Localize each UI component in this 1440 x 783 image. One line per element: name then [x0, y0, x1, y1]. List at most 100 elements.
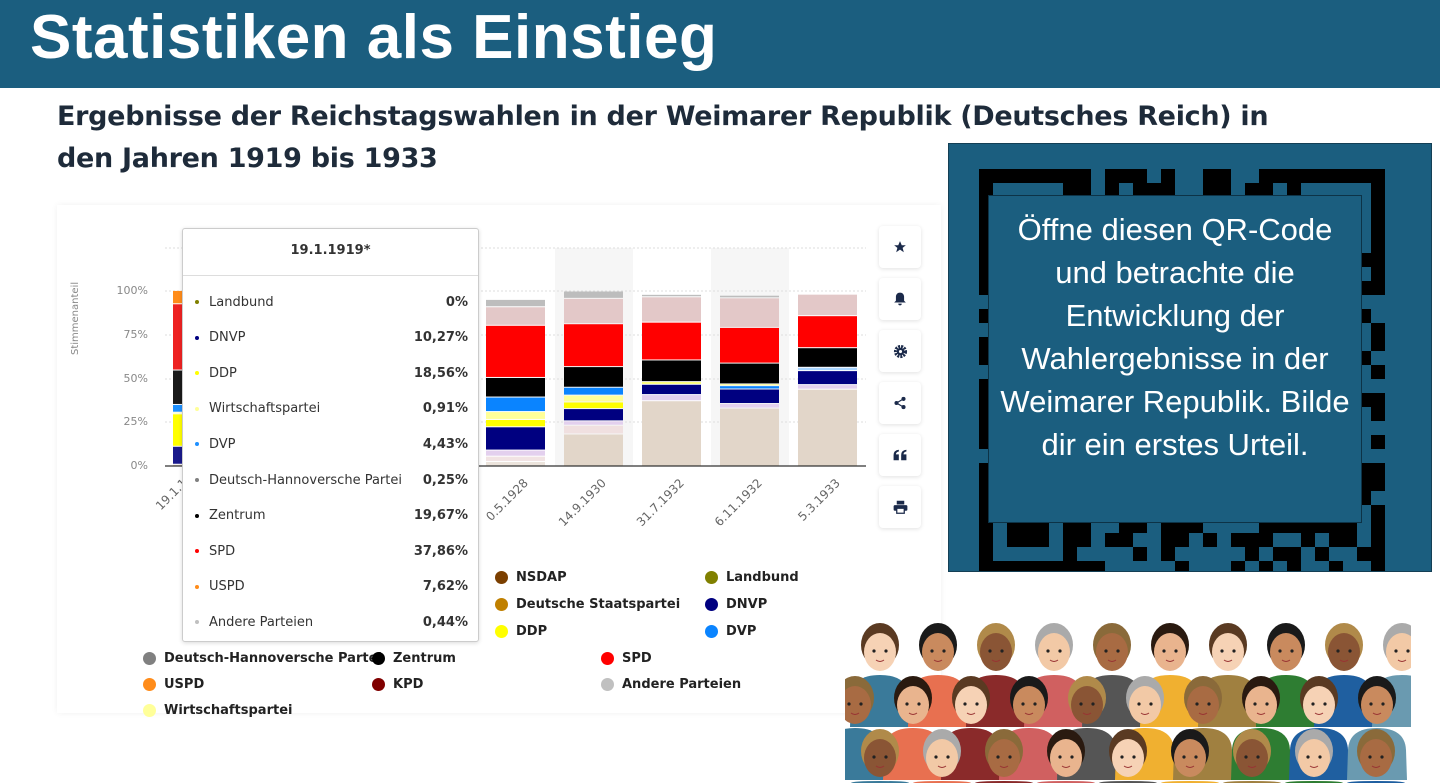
bar-segment[interactable]: [486, 397, 545, 412]
tooltip-series-value: 4,43%: [422, 436, 468, 452]
bar-segment[interactable]: [798, 348, 857, 367]
print-icon: [893, 500, 907, 514]
person-figure: [1160, 729, 1220, 783]
bar-segment[interactable]: [642, 294, 701, 297]
legend-label: DDP: [516, 624, 548, 639]
bar-segment[interactable]: [564, 291, 623, 298]
legend-dot-icon: [601, 678, 614, 691]
bar-segment[interactable]: [564, 395, 623, 402]
settings-button[interactable]: [879, 330, 921, 372]
tooltip-series-value: 0,44%: [422, 614, 468, 630]
legend-item[interactable]: SPD: [601, 651, 652, 666]
people-crowd-illustration: [845, 623, 1411, 783]
star-icon: [894, 241, 906, 253]
tooltip-row: DVP 4,43%: [195, 434, 468, 454]
bar-segment[interactable]: [486, 412, 545, 419]
bar-segment[interactable]: [642, 297, 701, 322]
bar-segment[interactable]: [564, 421, 623, 425]
legend-label: Landbund: [726, 570, 799, 585]
legend-dot-icon: [495, 598, 508, 611]
bar-segment[interactable]: [564, 387, 623, 395]
tooltip-row: DDP 18,56%: [195, 363, 468, 383]
chart-subtitle: Ergebnisse der Reichstagswahlen in der W…: [57, 101, 1269, 174]
legend-item[interactable]: DNVP: [705, 597, 767, 612]
legend-item[interactable]: Deutsche Staatspartei: [495, 597, 680, 612]
bar-segment[interactable]: [720, 295, 779, 298]
notification-button[interactable]: [879, 278, 921, 320]
legend-item[interactable]: Andere Parteien: [601, 677, 741, 692]
stacked-bar-chart: [165, 247, 866, 467]
bar-segment[interactable]: [720, 389, 779, 404]
bar-segment[interactable]: [798, 385, 857, 389]
bar-segment[interactable]: [486, 450, 545, 456]
bar-segment[interactable]: [642, 401, 701, 466]
bar-segment[interactable]: [720, 404, 779, 408]
bar-segment[interactable]: [720, 327, 779, 363]
legend-item[interactable]: Wirtschaftspartei: [143, 703, 292, 718]
bar-segment[interactable]: [486, 299, 545, 307]
share-button[interactable]: [879, 382, 921, 424]
legend-item[interactable]: Landbund: [705, 570, 799, 585]
bar-segment[interactable]: [720, 298, 779, 327]
series-dot-icon: [195, 513, 199, 518]
tooltip-series-name: Andere Parteien: [209, 614, 314, 630]
tooltip-series-name: DVP: [209, 436, 236, 452]
qr-instruction-text: Öffne diesen QR-Code und betrachte die E…: [988, 195, 1362, 523]
legend-dot-icon: [143, 652, 156, 665]
series-dot-icon: [195, 335, 199, 340]
bar-segment[interactable]: [486, 427, 545, 450]
bar-segment[interactable]: [564, 409, 623, 421]
bar-segment[interactable]: [642, 360, 701, 382]
bar-segment[interactable]: [564, 402, 623, 409]
bar-segment[interactable]: [486, 377, 545, 397]
bar-segment[interactable]: [642, 395, 701, 401]
bar-segment[interactable]: [798, 367, 857, 371]
bar-segment[interactable]: [486, 456, 545, 461]
quote-icon: [893, 449, 907, 461]
y-tick-label: 25%: [123, 415, 148, 429]
bar-segment[interactable]: [720, 384, 779, 386]
legend-item[interactable]: Zentrum: [372, 651, 456, 666]
bar-segment[interactable]: [564, 324, 623, 367]
y-tick-label: 100%: [116, 284, 148, 297]
bar-segment[interactable]: [642, 322, 701, 360]
bar-segment[interactable]: [720, 408, 779, 466]
tooltip-series-value: 0%: [445, 294, 468, 310]
bar-segment[interactable]: [798, 316, 857, 348]
bar-segment[interactable]: [564, 425, 623, 434]
legend-label: Zentrum: [393, 651, 456, 666]
favorite-button[interactable]: [879, 226, 921, 268]
legend-label: DNVP: [726, 597, 768, 612]
gear-icon: [893, 344, 907, 358]
bar-segment[interactable]: [642, 384, 701, 395]
legend-item[interactable]: USPD: [143, 677, 204, 692]
bar-segment[interactable]: [798, 389, 857, 466]
legend-label: Wirtschaftspartei: [164, 703, 293, 718]
series-dot-icon: [195, 620, 199, 625]
bar-segment[interactable]: [798, 294, 857, 316]
legend-item[interactable]: Deutsch-Hannoversche Partei: [143, 651, 382, 666]
tooltip-row: Landbund 0%: [195, 292, 468, 312]
legend-item[interactable]: KPD: [372, 677, 423, 692]
bar-segment[interactable]: [486, 307, 545, 325]
person-figure: [1222, 729, 1282, 783]
series-dot-icon: [195, 549, 199, 554]
bar-segment[interactable]: [486, 325, 545, 377]
bar-segment[interactable]: [720, 363, 779, 384]
bar-segment[interactable]: [564, 367, 623, 387]
legend-item[interactable]: DDP: [495, 624, 547, 639]
bar-segment[interactable]: [720, 386, 779, 389]
bar-segment[interactable]: [486, 461, 545, 466]
tooltip-series-value: 37,86%: [413, 543, 468, 559]
bar-segment[interactable]: [486, 419, 545, 427]
tooltip-series-name: Landbund: [209, 294, 274, 310]
bar-segment[interactable]: [798, 371, 857, 385]
legend-item[interactable]: DVP: [705, 624, 756, 639]
tooltip-series-name: Zentrum: [209, 508, 266, 524]
bar-segment[interactable]: [642, 382, 701, 384]
print-button[interactable]: [879, 486, 921, 528]
bar-segment[interactable]: [564, 434, 623, 466]
legend-item[interactable]: NSDAP: [495, 570, 567, 585]
cite-button[interactable]: [879, 434, 921, 476]
bar-segment[interactable]: [564, 298, 623, 324]
